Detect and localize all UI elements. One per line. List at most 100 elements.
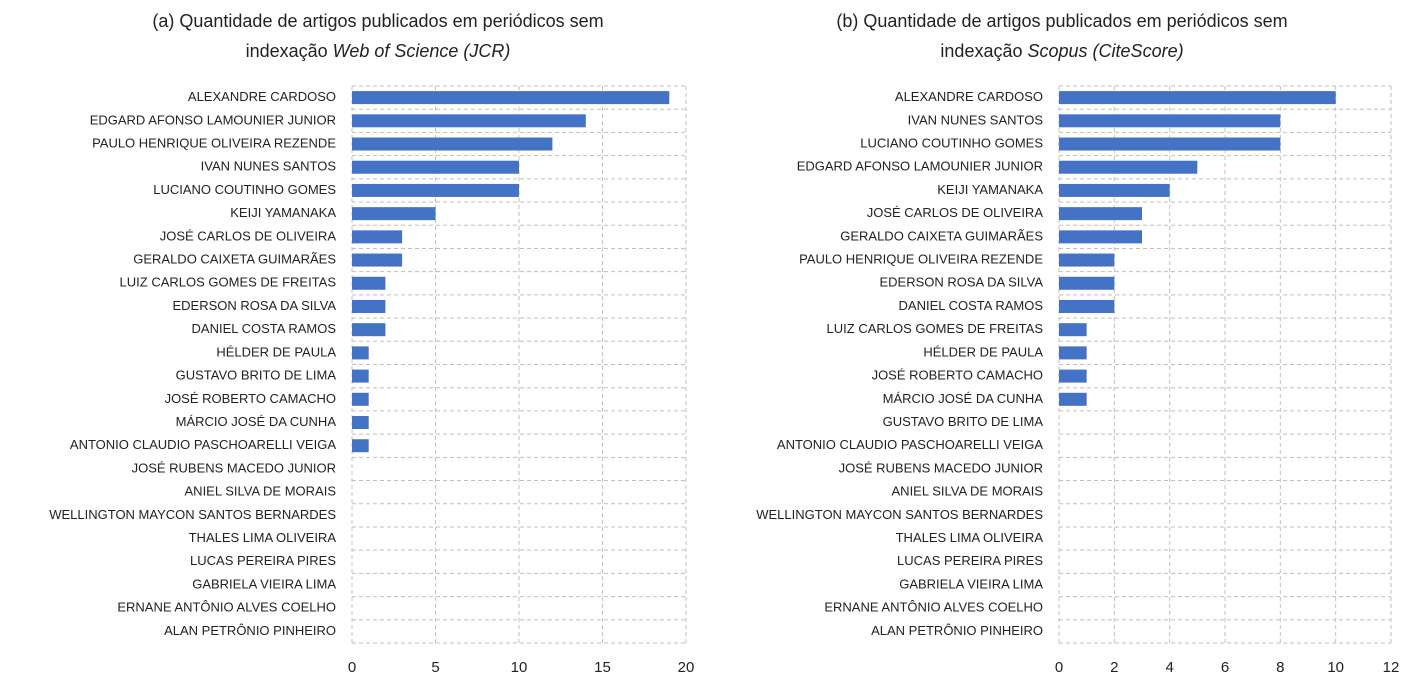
category-label: HÉLDER DE PAULA: [216, 344, 336, 359]
chart-title: indexação Web of Science (JCR): [246, 41, 511, 61]
category-label: ANIEL SILVA DE MORAIS: [185, 484, 337, 499]
x-tick-label: 6: [1221, 659, 1229, 676]
category-label: LUIZ CARLOS GOMES DE FREITAS: [827, 321, 1044, 336]
category-label: JOSÉ CARLOS DE OLIVEIRA: [867, 205, 1044, 220]
x-tick-label: 0: [1055, 659, 1063, 676]
category-label: WELLINGTON MAYCON SANTOS BERNARDES: [756, 507, 1043, 522]
bar: [1059, 230, 1142, 244]
title-text: indexação: [246, 41, 328, 61]
category-label: JOSÉ RUBENS MACEDO JUNIOR: [132, 460, 336, 475]
bar: [352, 114, 586, 128]
bar: [352, 392, 369, 406]
category-label: GABRIELA VIEIRA LIMA: [899, 576, 1043, 591]
category-label: DANIEL COSTA RAMOS: [192, 321, 337, 336]
category-label: JOSÉ ROBERTO CAMACHO: [872, 368, 1043, 383]
chart-title: indexação Scopus (CiteScore): [940, 41, 1183, 61]
category-label: WELLINGTON MAYCON SANTOS BERNARDES: [49, 507, 336, 522]
category-label: ALEXANDRE CARDOSO: [188, 89, 336, 104]
bar: [352, 416, 369, 430]
category-label: DANIEL COSTA RAMOS: [899, 298, 1044, 313]
category-label: EDERSON ROSA DA SILVA: [879, 275, 1043, 290]
category-label: MÁRCIO JOSÉ DA CUNHA: [176, 414, 337, 429]
bar: [352, 137, 553, 151]
bar: [1059, 114, 1281, 128]
x-tick-label: 2: [1110, 659, 1118, 676]
category-label: MÁRCIO JOSÉ DA CUNHA: [883, 391, 1044, 406]
title-text: indexação: [940, 41, 1022, 61]
x-tick-label: 0: [348, 659, 356, 676]
category-label: ERNANE ANTÔNIO ALVES COELHO: [824, 600, 1043, 615]
category-label: LUCIANO COUTINHO GOMES: [860, 135, 1043, 150]
x-tick-label: 10: [1327, 659, 1344, 676]
chart-title: (a) Quantidade de artigos publicados em …: [152, 11, 603, 31]
category-label: LUIZ CARLOS GOMES DE FREITAS: [120, 275, 337, 290]
x-tick-label: 4: [1165, 659, 1173, 676]
category-label: ANTONIO CLAUDIO PASCHOARELLI VEIGA: [70, 437, 336, 452]
category-label: THALES LIMA OLIVEIRA: [896, 530, 1044, 545]
bar: [1059, 183, 1170, 197]
category-label: ANIEL SILVA DE MORAIS: [892, 484, 1044, 499]
category-label: ALAN PETRÔNIO PINHEIRO: [871, 623, 1043, 638]
category-label: LUCAS PEREIRA PIRES: [897, 553, 1043, 568]
chart: (a) Quantidade de artigos publicados em …: [49, 11, 694, 676]
title-italic: Scopus (CiteScore): [1028, 41, 1184, 61]
bar: [1059, 137, 1281, 151]
x-tick-label: 15: [594, 659, 611, 676]
bar: [352, 253, 403, 267]
category-label: EDGARD AFONSO LAMOUNIER JUNIOR: [90, 112, 336, 127]
category-label: JOSÉ CARLOS DE OLIVEIRA: [160, 228, 337, 243]
bar: [352, 230, 403, 244]
bar: [352, 160, 519, 174]
bar: [352, 323, 386, 337]
category-label: GUSTAVO BRITO DE LIMA: [883, 414, 1044, 429]
bar: [1059, 91, 1336, 105]
x-tick-label: 10: [511, 659, 528, 676]
bar: [1059, 276, 1115, 290]
category-label: ALEXANDRE CARDOSO: [895, 89, 1043, 104]
bar: [1059, 299, 1115, 313]
category-label: GUSTAVO BRITO DE LIMA: [176, 368, 337, 383]
category-label: GABRIELA VIEIRA LIMA: [192, 576, 336, 591]
chart: (b) Quantidade de artigos publicados em …: [756, 11, 1399, 676]
bar: [1059, 369, 1087, 383]
category-label: ANTONIO CLAUDIO PASCHOARELLI VEIGA: [777, 437, 1043, 452]
bar: [1059, 323, 1087, 337]
x-tick-label: 20: [678, 659, 695, 676]
bar: [1059, 346, 1087, 360]
category-label: EDGARD AFONSO LAMOUNIER JUNIOR: [797, 159, 1043, 174]
bar: [352, 207, 436, 221]
category-label: KEIJI YAMANAKA: [230, 205, 336, 220]
chart-title: (b) Quantidade de artigos publicados em …: [836, 11, 1287, 31]
category-label: IVAN NUNES SANTOS: [908, 112, 1044, 127]
x-tick-label: 12: [1383, 659, 1400, 676]
title-italic: Web of Science (JCR): [333, 41, 511, 61]
category-label: LUCIANO COUTINHO GOMES: [153, 182, 336, 197]
bar: [352, 369, 369, 383]
category-label: PAULO HENRIQUE OLIVEIRA REZENDE: [799, 252, 1043, 267]
category-label: EDERSON ROSA DA SILVA: [172, 298, 336, 313]
category-label: THALES LIMA OLIVEIRA: [189, 530, 337, 545]
category-label: ALAN PETRÔNIO PINHEIRO: [164, 623, 336, 638]
bar: [1059, 392, 1087, 406]
bar: [1059, 253, 1115, 267]
bar: [352, 91, 670, 105]
category-label: GERALDO CAIXETA GUIMARÃES: [133, 252, 336, 267]
bar: [352, 346, 369, 360]
category-label: HÉLDER DE PAULA: [923, 344, 1043, 359]
bar: [352, 299, 386, 313]
category-label: GERALDO CAIXETA GUIMARÃES: [840, 228, 1043, 243]
category-label: JOSÉ RUBENS MACEDO JUNIOR: [839, 460, 1043, 475]
bar: [1059, 160, 1198, 174]
category-label: KEIJI YAMANAKA: [937, 182, 1043, 197]
x-tick-label: 8: [1276, 659, 1284, 676]
x-tick-label: 5: [431, 659, 439, 676]
bar: [352, 276, 386, 290]
bar: [352, 439, 369, 453]
category-label: JOSÉ ROBERTO CAMACHO: [165, 391, 336, 406]
category-label: PAULO HENRIQUE OLIVEIRA REZENDE: [92, 135, 336, 150]
bar: [1059, 207, 1142, 221]
category-label: IVAN NUNES SANTOS: [201, 159, 337, 174]
category-label: LUCAS PEREIRA PIRES: [190, 553, 336, 568]
category-label: ERNANE ANTÔNIO ALVES COELHO: [117, 600, 336, 615]
